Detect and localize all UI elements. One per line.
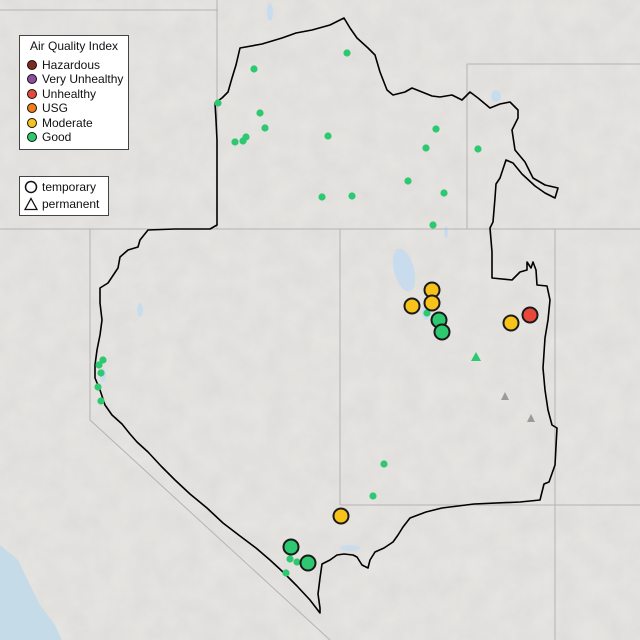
monitor-dot [94, 383, 102, 391]
monitor-dot [293, 558, 301, 566]
monitor-dot [324, 132, 332, 140]
circle-icon [24, 180, 38, 194]
monitor-dot [474, 145, 482, 153]
monitor-dot [95, 361, 103, 369]
legend-item-moderate: Moderate [27, 116, 93, 130]
legend-label: Hazardous [42, 58, 101, 72]
flathead-lake [267, 3, 273, 21]
permanent-monitor-triangle[interactable] [471, 352, 481, 361]
great-salt-lake [392, 248, 416, 292]
temporary-monitors [282, 281, 539, 572]
monitor-type-legend: temporary permanent [19, 176, 109, 216]
hazardous-swatch [27, 60, 37, 70]
monitor-dot [239, 137, 247, 145]
good-swatch [27, 132, 37, 142]
temporary-monitor-moderate[interactable] [502, 314, 520, 332]
lake-mead [340, 545, 360, 551]
permanent-monitor-triangle[interactable] [501, 392, 509, 400]
legend-label: Unhealthy [42, 87, 97, 101]
monitor-dot [318, 193, 326, 201]
monitor-dot [380, 460, 388, 468]
temporary-monitor-moderate[interactable] [423, 294, 441, 312]
usg-swatch [27, 103, 37, 113]
monitor-dot [286, 555, 294, 563]
monitor-dot [422, 144, 430, 152]
legend-item-very-unhealthy: Very Unhealthy [27, 72, 123, 86]
permanent-monitor-triangle[interactable] [527, 414, 535, 422]
legend-item-permanent: permanent [24, 196, 99, 212]
legend-label: Moderate [42, 116, 93, 130]
yellowstone-lake [491, 90, 501, 102]
monitor-dot [97, 397, 105, 405]
monitor-dot [231, 138, 239, 146]
legend-item-usg: USG [27, 101, 68, 115]
monitor-dot [432, 125, 440, 133]
monitor-dot [348, 192, 356, 200]
legend-item-temporary: temporary [24, 179, 96, 195]
monitor-dot [256, 109, 264, 117]
legend-item-hazardous: Hazardous [27, 58, 100, 72]
legend-item-good: Good [27, 130, 71, 144]
bear-lake [444, 226, 448, 238]
temporary-monitor-unhealthy[interactable] [521, 306, 539, 324]
monitor-dot [343, 49, 351, 57]
monitor-dot [404, 177, 412, 185]
monitor-dot [429, 221, 437, 229]
very-unhealthy-swatch [27, 74, 37, 84]
legend-title: Air Quality Index [30, 39, 119, 53]
unhealthy-swatch [27, 89, 37, 99]
permanent-monitor-dots [94, 49, 482, 577]
legend-label: permanent [42, 197, 100, 211]
ocean [0, 545, 62, 640]
legend-item-unhealthy: Unhealthy [27, 87, 96, 101]
legend-label: Good [42, 130, 72, 144]
monitor-dot [97, 369, 105, 377]
temporary-monitor-good[interactable] [282, 538, 300, 556]
monitor-dot [423, 309, 431, 317]
legend-label: temporary [42, 180, 97, 194]
triangle-icon [24, 197, 38, 211]
monitor-dot [250, 65, 258, 73]
temporary-monitor-good[interactable] [433, 323, 451, 341]
legend-label: USG [42, 101, 69, 115]
region-outline [94, 17, 559, 614]
monitor-dot [369, 492, 377, 500]
temporary-monitor-good[interactable] [299, 554, 317, 572]
aqi-legend: Air Quality Index Hazardous Very Unhealt… [19, 35, 129, 150]
temporary-monitor-moderate[interactable] [332, 507, 350, 525]
monitor-dot [99, 356, 107, 364]
moderate-swatch [27, 118, 37, 128]
monitor-dot [440, 189, 448, 197]
monitor-dot [261, 124, 269, 132]
monitor-dot [214, 99, 222, 107]
monitor-dot [282, 569, 290, 577]
legend-label: Very Unhealthy [42, 72, 124, 86]
pyramid-lake [137, 303, 143, 317]
temporary-monitor-moderate[interactable] [403, 297, 421, 315]
